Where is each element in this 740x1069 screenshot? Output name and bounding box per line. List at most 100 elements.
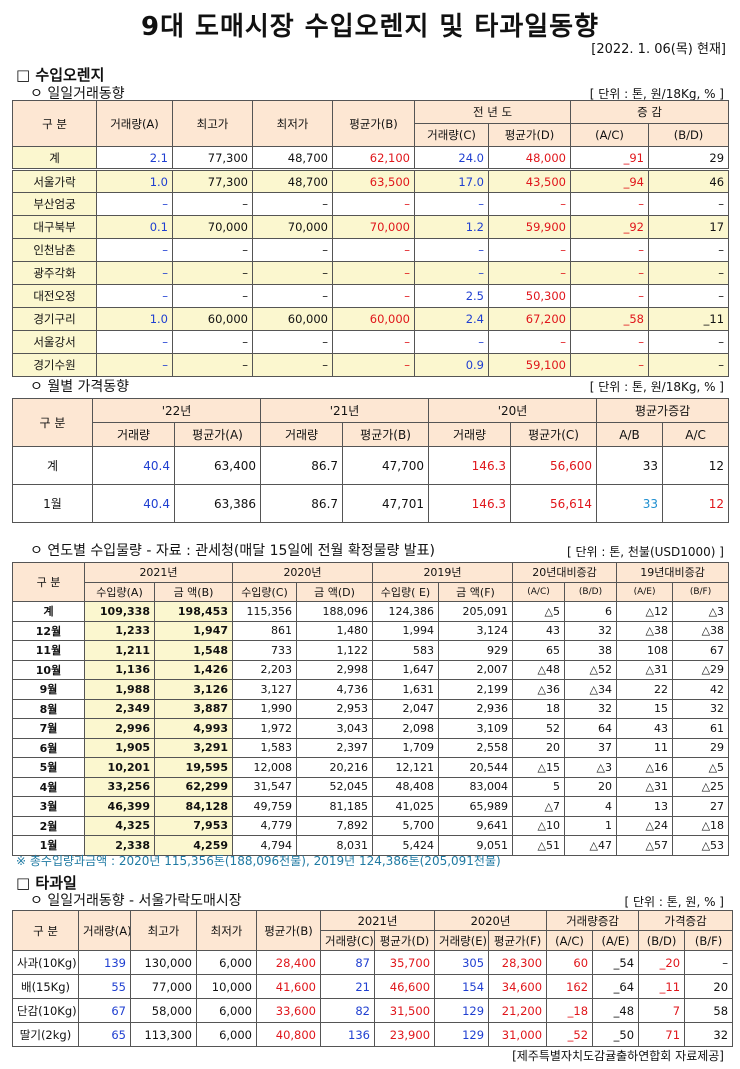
change-a-c-cell: 12	[662, 446, 730, 485]
period-name: 1월	[12, 484, 93, 523]
max-price-cell: –	[172, 261, 253, 285]
header-qty-e: 수입량( E)	[372, 581, 439, 602]
header-year-2020: 2020년	[434, 910, 548, 931]
min-price-cell: 70,000	[252, 215, 333, 239]
change-a-e-cell: △31	[616, 659, 674, 680]
subsection-daily-title: ㅇ 일일거래동향	[30, 86, 125, 102]
qty-2020-cell: 31,547	[232, 776, 297, 797]
prev-volume-cell: 2.5	[414, 284, 489, 308]
qty-2021-cell: 2,338	[84, 835, 155, 856]
change-a-b-cell: 33	[596, 484, 664, 523]
qty-2019-cell: 5,424	[372, 835, 439, 856]
change-a-e-cell: 15	[616, 698, 674, 719]
max-price-cell: 60,000	[172, 307, 253, 331]
unit-label-yearly: [ 단위 : 톤, 천불(USD1000) ]	[566, 545, 724, 559]
min-price-cell: –	[252, 284, 333, 308]
amount-2020-cell: 188,096	[296, 601, 373, 622]
qty-2020-cell: 1,583	[232, 737, 297, 758]
amount-2020-cell: 7,892	[296, 815, 373, 836]
change-a-c-cell: _92	[570, 215, 649, 239]
change-a-c-cell: 65	[512, 640, 565, 661]
avg-2021-cell: 46,600	[373, 974, 436, 999]
avg-21-cell: 47,701	[342, 484, 430, 523]
qty-2019-cell: 2,098	[372, 718, 439, 739]
prev-avg-cell: 50,300	[488, 284, 571, 308]
prev-volume-cell: 24.0	[414, 146, 489, 171]
page-title: 9대 도매시장 수입오렌지 및 타과일동향	[140, 12, 600, 42]
volume-cell: –	[96, 330, 173, 354]
avg-22-cell: 63,400	[173, 446, 262, 485]
fruit-name: 딸기(2kg)	[12, 1022, 79, 1047]
max-price-cell: –	[172, 238, 253, 262]
prev-volume-cell: 1.2	[414, 215, 489, 239]
avg-2020-cell: 21,200	[488, 998, 548, 1023]
prev-volume-cell: –	[414, 330, 489, 354]
qty-2021-cell: 1,905	[84, 737, 155, 758]
change-b-d-cell: 46	[647, 169, 730, 193]
volume-21-cell: 86.7	[260, 446, 344, 485]
change-b-d-cell: 29	[647, 146, 730, 171]
change-b-d-cell: 32	[563, 698, 618, 719]
change-a-c-cell: –	[570, 330, 649, 354]
change-a-c-cell: _58	[570, 307, 649, 331]
max-price-cell: 70,000	[172, 215, 253, 239]
volume-2021-cell: 82	[320, 998, 375, 1023]
avg-price-cell: 60,000	[332, 307, 415, 331]
change-a-b-cell: 33	[596, 446, 664, 485]
change-b-d-cell: 7	[638, 998, 686, 1023]
max-price-cell: 77,000	[130, 974, 197, 999]
change-a-e-cell: △31	[616, 776, 674, 797]
month-name: 8월	[12, 698, 85, 719]
change-b-f-cell: 27	[672, 796, 730, 817]
table-row: 계 40.4 63,400 86.7 47,700 146.3 56,600 33 12	[12, 446, 730, 485]
change-a-c-cell: –	[570, 261, 649, 285]
avg-2021-cell: 31,500	[373, 998, 436, 1023]
amount-2021-cell: 1,426	[154, 659, 233, 680]
volume-cell: 67	[78, 998, 131, 1023]
amount-2021-cell: 3,291	[154, 737, 233, 758]
header-year-22: '22년	[91, 398, 262, 423]
change-b-f-cell: 32	[672, 698, 730, 719]
amount-2021-cell: 3,126	[154, 679, 233, 700]
amount-2020-cell: 2,998	[296, 659, 373, 680]
table-row: 단감(10Kg) 67 58,000 6,000 33,600 82 31,500 129 21…	[12, 998, 734, 1023]
amount-2020-cell: 1,122	[296, 640, 373, 661]
unit-label-fruit: [ 단위 : 톤, 원, % ]	[624, 895, 725, 909]
amount-2020-cell: 1,480	[296, 620, 373, 641]
fruit-name: 사과(10Kg)	[12, 950, 79, 975]
change-a-c-cell: 12	[662, 484, 730, 523]
min-price-cell: 48,700	[252, 146, 333, 171]
table-row: 12월 1,233 1,947 861 1,480 1,994 3,124 43 32 △38 △3…	[12, 620, 730, 641]
change-b-f-cell: 42	[672, 679, 730, 700]
change-b-d-cell: _11	[638, 974, 686, 999]
subsection-yearly-title: ㅇ 연도별 수입물량 - 자료 : 관세청(매달 15일에 전월 확정물량 발표…	[30, 543, 436, 559]
prev-avg-cell: 59,100	[488, 353, 571, 377]
header-a-over-c: (A/C)	[546, 930, 594, 951]
header-gu: 구 분	[12, 398, 93, 447]
section-other-fruit-title: □ 타과일	[16, 874, 77, 892]
amount-2019-cell: 83,004	[438, 776, 513, 797]
amount-2019-cell: 2,007	[438, 659, 513, 680]
avg-price-cell: –	[332, 192, 415, 216]
header-b-over-d: (B/D)	[638, 930, 686, 951]
prev-avg-cell: –	[488, 261, 571, 285]
qty-2019-cell: 41,025	[372, 796, 439, 817]
min-price-cell: 6,000	[196, 998, 257, 1023]
change-a-c-cell: 18	[512, 698, 565, 719]
header-b-over-d: (B/D)	[563, 581, 618, 602]
volume-22-cell: 40.4	[92, 446, 175, 485]
table-row: 서울강서 – – – – – – – –	[12, 330, 730, 354]
table-row: 배(15Kg) 55 77,000 10,000 41,600 21 46,600 154 34…	[12, 974, 734, 999]
change-b-f-cell: △38	[672, 620, 730, 641]
table-row: 광주각화 – – – – – – – –	[12, 261, 730, 285]
header-year-2019: 2019년	[372, 562, 513, 583]
change-b-d-cell: △34	[563, 679, 618, 700]
change-b-d-cell: 17	[647, 215, 730, 239]
change-b-f-cell: –	[684, 950, 734, 975]
prev-avg-cell: 48,000	[488, 146, 571, 171]
qty-2019-cell: 12,121	[372, 757, 439, 778]
qty-2021-cell: 2,996	[84, 718, 155, 739]
qty-2020-cell: 1,990	[232, 698, 297, 719]
header-a-over-e: (A/E)	[592, 930, 640, 951]
table-row: 10월 1,136 1,426 2,203 2,998 1,647 2,007 △48 △52 △…	[12, 659, 730, 680]
